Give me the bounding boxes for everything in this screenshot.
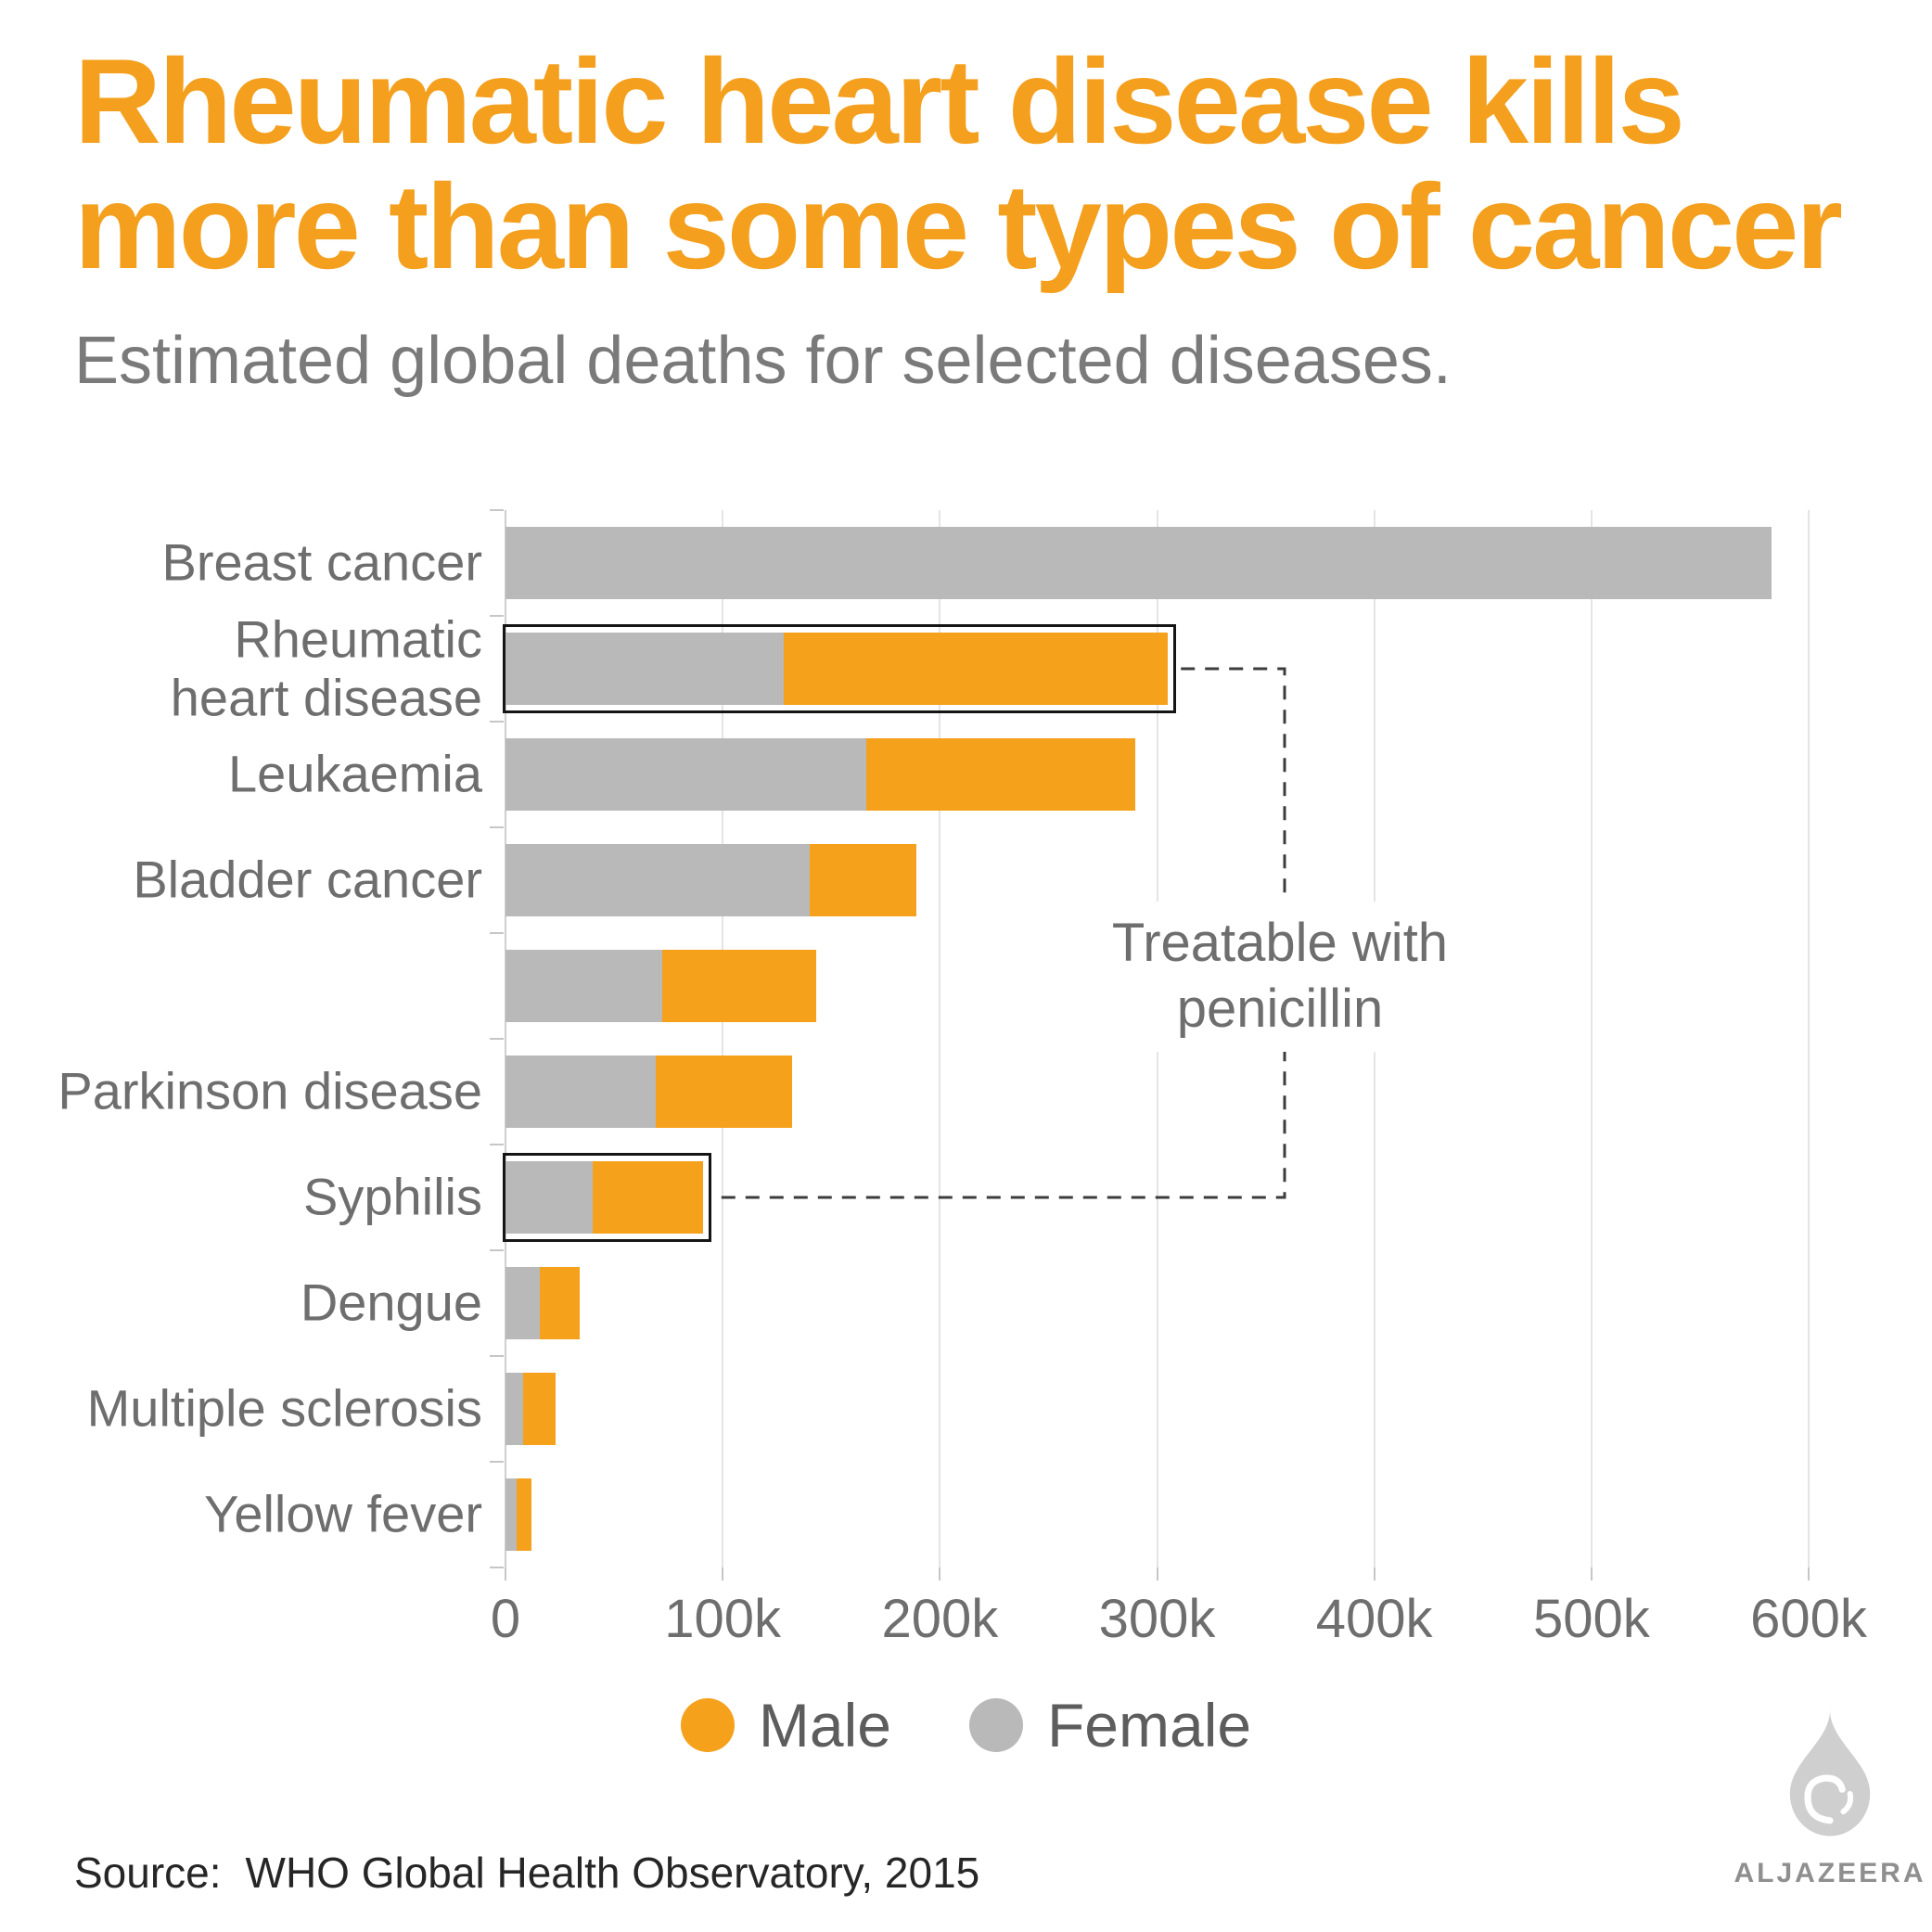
bar-segment-female xyxy=(505,1056,656,1128)
category-label: Parkinson disease xyxy=(58,1061,482,1120)
source-label: Source: xyxy=(74,1849,222,1897)
x-tick-label: 0 xyxy=(490,1589,521,1649)
x-axis-tick xyxy=(939,1567,941,1580)
source-text: WHO Global Health Observatory, 2015 xyxy=(245,1849,980,1897)
highlight-box xyxy=(503,1153,712,1242)
header: Rheumatic heart disease kills more than s… xyxy=(74,33,1843,399)
y-axis-tick xyxy=(490,1249,504,1251)
y-axis-tick xyxy=(490,1355,504,1357)
bar-segment-male xyxy=(809,844,916,916)
aljazeera-logo-mark-icon xyxy=(1789,1707,1871,1836)
category-label: Breast cancer xyxy=(161,532,483,592)
bar-segment-male xyxy=(592,1161,704,1234)
y-axis-tick xyxy=(490,509,504,511)
category-label: Syphilis xyxy=(303,1167,482,1226)
x-tick-label: 400k xyxy=(1315,1589,1433,1649)
bar-segment-female xyxy=(505,527,1772,599)
source-line: Source: WHO Global Health Observatory, 20… xyxy=(74,1848,979,1898)
legend-label-male: Male xyxy=(758,1691,891,1759)
legend-item-male: Male xyxy=(680,1690,891,1760)
legend-label-female: Female xyxy=(1046,1691,1252,1759)
category-label: Dengue xyxy=(300,1273,482,1332)
bar-segment-female xyxy=(505,1267,541,1339)
y-axis-tick xyxy=(490,1461,504,1463)
x-axis-tick xyxy=(1590,1567,1593,1580)
category-label: Rheumatic heart disease xyxy=(170,609,482,726)
female-color-swatch-icon xyxy=(968,1698,1023,1752)
page-title: Rheumatic heart disease kills more than s… xyxy=(74,33,1843,295)
y-axis-tick xyxy=(490,932,504,934)
category-label: Bladder cancer xyxy=(133,850,482,909)
x-tick-label: 600k xyxy=(1750,1589,1867,1649)
legend-item-female: Female xyxy=(968,1690,1252,1760)
x-tick-label: 300k xyxy=(1098,1589,1216,1649)
bar-segment-female xyxy=(505,1478,517,1551)
category-label: Leukaemia xyxy=(228,744,482,803)
subtitle: Estimated global deaths for selected dis… xyxy=(74,324,1452,399)
x-axis-tick xyxy=(1373,1567,1375,1580)
bar-segment-female xyxy=(505,1373,523,1445)
bar-segment-male xyxy=(661,950,816,1022)
y-axis-tick xyxy=(490,1144,504,1145)
x-axis-tick xyxy=(505,1567,506,1580)
highlight-box xyxy=(503,624,1177,713)
bar-segment-female xyxy=(505,1161,593,1234)
y-axis-tick xyxy=(490,615,504,617)
y-axis-tick xyxy=(490,721,504,723)
annotation-line1: Treatable with xyxy=(1111,913,1449,973)
annotation-line2: penicillin xyxy=(1176,978,1384,1039)
bar-segment-male xyxy=(540,1267,580,1339)
annotation-treatable-with-penicillin: Treatable with penicillin xyxy=(1091,902,1469,1052)
x-axis-tick xyxy=(1808,1567,1810,1580)
aljazeera-wordmark: ALJAZEERA xyxy=(1734,1858,1926,1888)
bar-segment-male xyxy=(865,738,1136,811)
x-tick-label: 200k xyxy=(881,1589,999,1649)
gridline xyxy=(1808,510,1810,1567)
y-axis-tick xyxy=(490,1038,504,1040)
gridline xyxy=(1590,510,1593,1567)
bar-segment-male xyxy=(516,1478,532,1551)
category-label: Multiple sclerosis xyxy=(86,1378,482,1438)
x-axis-tick xyxy=(1156,1567,1158,1580)
bar-segment-female xyxy=(505,950,662,1022)
x-axis-tick xyxy=(722,1567,724,1580)
legend: Male Female xyxy=(0,1690,1932,1760)
aljazeera-logo: ALJAZEERA xyxy=(1733,1705,1927,1889)
x-tick-label: 500k xyxy=(1532,1589,1650,1649)
y-axis-tick xyxy=(490,826,504,828)
bar-segment-female xyxy=(505,844,810,916)
y-axis-line xyxy=(505,510,506,1567)
bar-segment-male xyxy=(522,1373,556,1445)
category-label: Yellow fever xyxy=(204,1484,482,1543)
y-axis-tick xyxy=(490,1567,504,1568)
bar-segment-female xyxy=(505,738,866,811)
x-tick-label: 100k xyxy=(664,1589,782,1649)
bar-segment-male xyxy=(655,1056,793,1128)
male-color-swatch-icon xyxy=(680,1698,735,1752)
